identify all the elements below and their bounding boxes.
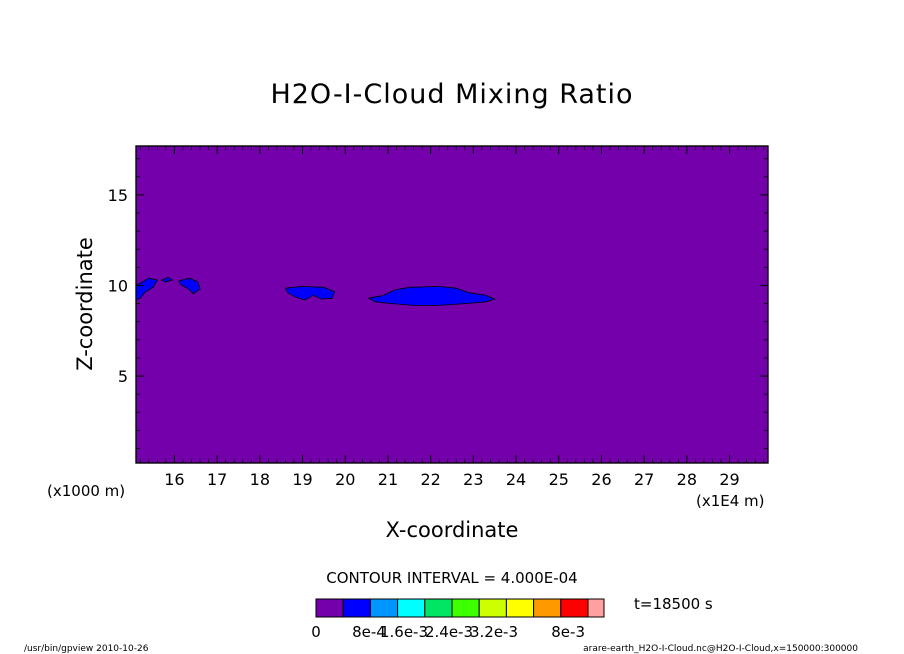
x-tick-label: 18 xyxy=(250,470,270,489)
colorbar-label: 3.2e-3 xyxy=(470,623,518,641)
colorbar-swatch xyxy=(533,598,562,618)
y-axis-label: Z-coordinate xyxy=(73,237,97,371)
colorbar-label: 1.6e-3 xyxy=(380,623,428,641)
contour-interval-label: CONTOUR INTERVAL = 4.000E-04 xyxy=(326,569,577,587)
x-tick-label: 21 xyxy=(378,470,398,489)
footer-left: /usr/bin/gpview 2010-10-26 xyxy=(24,644,149,654)
colorbar-swatch xyxy=(342,598,371,618)
plot-area xyxy=(135,145,769,464)
x-axis-ticks: 16 17 18 19 20 21 22 23 24 25 26 27 28 29 xyxy=(139,146,765,489)
colorbar-swatch xyxy=(424,598,453,618)
cloud-blob-1 xyxy=(135,277,159,301)
x-tick-label: 28 xyxy=(677,470,697,489)
footer-right: arare-earth_H2O-I-Cloud.nc@H2O-I-Cloud,x… xyxy=(583,644,858,654)
cloud-blob-4 xyxy=(284,285,336,301)
x-axis-label: X-coordinate xyxy=(386,518,519,542)
cloud-contours xyxy=(135,276,496,306)
x-tick-label: 16 xyxy=(164,470,184,489)
x-tick-label: 26 xyxy=(591,470,611,489)
colorbar-label: 8e-4 xyxy=(352,623,386,641)
x-tick-label: 17 xyxy=(207,470,227,489)
colorbar-label: 2.4e-3 xyxy=(425,623,473,641)
colorbar-swatch xyxy=(397,598,426,618)
plot-frame xyxy=(135,145,769,464)
cloud-blob-2 xyxy=(160,276,174,283)
colorbar-label: 0 xyxy=(311,623,321,641)
x-tick-label: 29 xyxy=(719,470,739,489)
colorbar-label: 8e-3 xyxy=(551,623,585,641)
colorbar-swatch xyxy=(315,598,344,618)
x-tick-label: 19 xyxy=(292,470,312,489)
x-unit-left: (x1000 m) xyxy=(47,482,125,500)
y-tick-label: 15 xyxy=(108,186,128,205)
cloud-blob-5 xyxy=(367,285,496,306)
colorbar-swatch xyxy=(587,598,605,618)
colorbar-swatch xyxy=(451,598,480,618)
x-unit-right: (x1E4 m) xyxy=(696,492,765,510)
y-tick-label: 10 xyxy=(108,276,128,295)
x-tick-label: 20 xyxy=(335,470,355,489)
colorbar-swatch xyxy=(505,598,535,618)
x-tick-label: 24 xyxy=(506,470,526,489)
time-label: t=18500 s xyxy=(634,595,713,613)
colorbar: 0 8e-41.6e-32.4e-33.2e-3 8e-3 xyxy=(311,598,605,641)
x-tick-label: 23 xyxy=(463,470,483,489)
x-tick-label: 22 xyxy=(420,470,440,489)
x-tick-label: 27 xyxy=(634,470,654,489)
y-axis-ticks: 5 10 15 xyxy=(108,158,768,449)
colorbar-swatch xyxy=(560,598,589,618)
colorbar-swatch xyxy=(478,598,507,618)
x-tick-label: 25 xyxy=(549,470,569,489)
y-tick-label: 5 xyxy=(118,367,128,386)
chart-title: H2O-I-Cloud Mixing Ratio xyxy=(270,79,633,110)
colorbar-swatch xyxy=(369,598,399,618)
cloud-blob-3 xyxy=(178,277,201,295)
